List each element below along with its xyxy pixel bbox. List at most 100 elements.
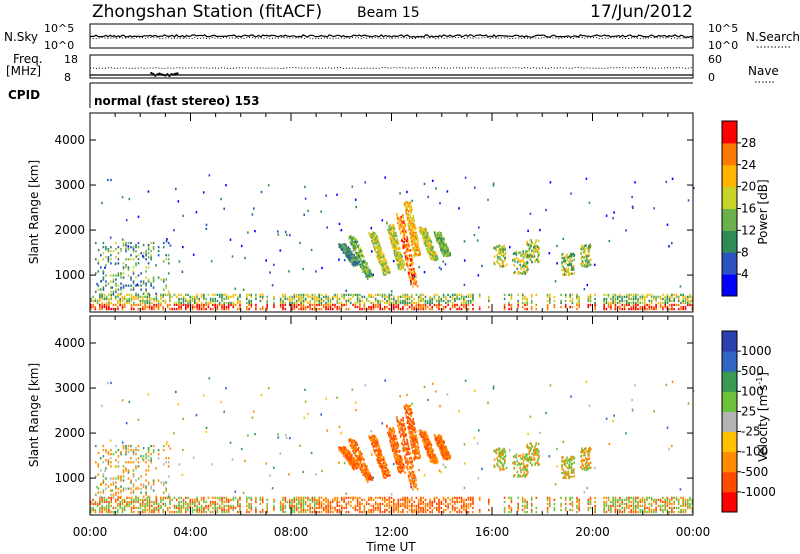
power-cell xyxy=(173,229,175,232)
velocity-cell xyxy=(384,508,386,512)
power-cell xyxy=(142,301,144,305)
power-cell xyxy=(588,201,591,204)
power-cell xyxy=(341,246,344,249)
power-cell xyxy=(428,244,431,247)
velocity-cell xyxy=(377,508,379,512)
power-cell xyxy=(347,256,349,259)
velocity-cell xyxy=(680,510,682,514)
power-cell xyxy=(123,301,126,305)
power-cell xyxy=(320,293,323,296)
velocity-cell xyxy=(108,510,110,514)
power-cell xyxy=(327,303,329,307)
power-cell xyxy=(130,293,133,296)
velocity-cell xyxy=(655,510,657,514)
power-cell xyxy=(110,178,112,182)
power-cell xyxy=(382,253,385,256)
power-cell xyxy=(345,289,347,292)
velocity-cell xyxy=(684,498,687,501)
velocity-cell xyxy=(110,461,112,464)
velocity-cell xyxy=(343,496,345,499)
power-cell xyxy=(619,307,621,311)
power-cell xyxy=(662,305,664,309)
velocity-cell xyxy=(108,502,110,506)
velocity-cell xyxy=(445,504,447,508)
velocity-cell xyxy=(126,500,128,504)
velocity-cell xyxy=(476,442,479,445)
power-cell xyxy=(155,299,158,303)
power-cell xyxy=(103,303,106,307)
power-cell xyxy=(664,303,666,307)
power-cell xyxy=(456,297,458,301)
power-cell xyxy=(429,238,431,241)
power-cell xyxy=(605,297,608,301)
velocity-cell xyxy=(351,441,353,444)
velocity-cell xyxy=(356,448,359,451)
velocity-cell xyxy=(594,504,596,508)
power-cell xyxy=(429,251,432,254)
velocity-cell xyxy=(142,508,144,512)
velocity-cell xyxy=(157,502,160,506)
power-cell xyxy=(382,270,384,273)
velocity-cell xyxy=(107,459,110,462)
velocity-cell xyxy=(343,500,345,504)
power-cell xyxy=(523,262,525,265)
velocity-cell xyxy=(137,496,140,499)
velocity-cell xyxy=(95,475,97,478)
power-cell xyxy=(612,295,614,298)
velocity-cell xyxy=(200,506,203,510)
velocity-cell xyxy=(132,469,135,472)
velocity-cell xyxy=(589,496,592,499)
power-cell xyxy=(410,268,412,271)
velocity-cell xyxy=(646,496,648,499)
velocity-cell xyxy=(105,477,107,480)
velocity-cell xyxy=(142,498,144,501)
power-cell xyxy=(562,237,565,240)
power-cell xyxy=(445,248,448,251)
power-cell xyxy=(378,254,380,258)
power-cell xyxy=(625,301,628,305)
power-cell xyxy=(605,293,608,296)
velocity-cell xyxy=(648,496,651,499)
velocity-cell xyxy=(420,502,422,506)
velocity-cell xyxy=(282,506,284,510)
power-cell xyxy=(413,236,415,239)
velocity-cell xyxy=(632,500,635,504)
velocity-cell xyxy=(146,498,149,501)
power-cell xyxy=(97,248,100,252)
power-cell xyxy=(128,197,131,201)
power-cell xyxy=(285,233,288,236)
power-cell xyxy=(571,293,574,296)
power-cell xyxy=(239,301,241,305)
power-cell xyxy=(117,301,119,305)
power-cell xyxy=(621,307,623,311)
velocity-cell xyxy=(619,498,621,501)
power-cell xyxy=(366,267,368,270)
power-cell xyxy=(338,297,341,301)
power-cell xyxy=(397,307,400,311)
power-cell xyxy=(148,303,151,307)
power-cell xyxy=(359,258,362,261)
velocity-cell xyxy=(467,502,470,506)
velocity-cell xyxy=(569,496,571,499)
velocity-cell xyxy=(109,439,112,442)
velocity-cell xyxy=(358,456,361,459)
velocity-cell xyxy=(133,506,135,510)
velocity-cell xyxy=(250,504,253,508)
velocity-cell xyxy=(668,502,671,506)
velocity-cell xyxy=(456,498,458,501)
power-cell xyxy=(567,256,570,259)
power-cell xyxy=(114,295,117,298)
velocity-cell xyxy=(372,510,375,514)
velocity-cell xyxy=(279,452,282,455)
power-cell xyxy=(196,301,198,305)
velocity-cell xyxy=(304,400,307,403)
power-cell xyxy=(291,307,293,311)
velocity-cell xyxy=(173,506,176,510)
velocity-cell xyxy=(92,508,94,512)
velocity-cell xyxy=(150,487,152,490)
velocity-cell xyxy=(200,504,203,508)
power-cell xyxy=(366,277,369,281)
power-cell xyxy=(525,251,528,255)
power-cell xyxy=(570,192,572,195)
power-cell xyxy=(354,250,356,253)
